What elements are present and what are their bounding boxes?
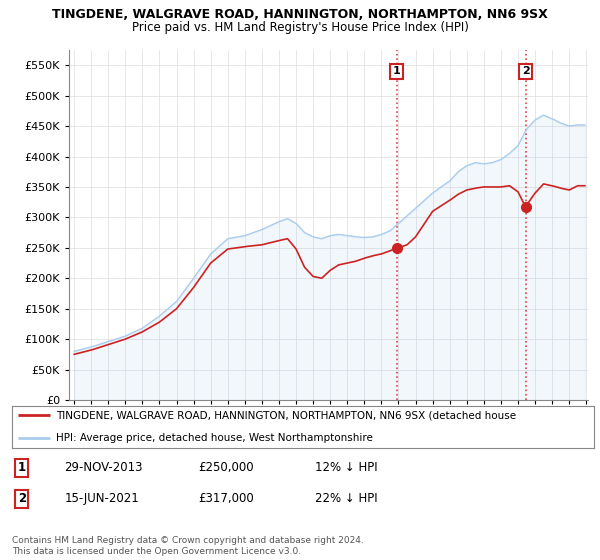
Text: TINGDENE, WALGRAVE ROAD, HANNINGTON, NORTHAMPTON, NN6 9SX (detached house: TINGDENE, WALGRAVE ROAD, HANNINGTON, NOR… xyxy=(56,410,516,420)
Text: Contains HM Land Registry data © Crown copyright and database right 2024.
This d: Contains HM Land Registry data © Crown c… xyxy=(12,536,364,556)
Text: 15-JUN-2021: 15-JUN-2021 xyxy=(64,492,139,505)
Text: 22% ↓ HPI: 22% ↓ HPI xyxy=(314,492,377,505)
Text: 12% ↓ HPI: 12% ↓ HPI xyxy=(314,461,377,474)
Text: 29-NOV-2013: 29-NOV-2013 xyxy=(64,461,143,474)
Text: HPI: Average price, detached house, West Northamptonshire: HPI: Average price, detached house, West… xyxy=(56,433,373,443)
Text: 1: 1 xyxy=(393,66,401,76)
Text: 2: 2 xyxy=(522,66,530,76)
Text: Price paid vs. HM Land Registry's House Price Index (HPI): Price paid vs. HM Land Registry's House … xyxy=(131,21,469,34)
Text: TINGDENE, WALGRAVE ROAD, HANNINGTON, NORTHAMPTON, NN6 9SX: TINGDENE, WALGRAVE ROAD, HANNINGTON, NOR… xyxy=(52,8,548,21)
Text: £250,000: £250,000 xyxy=(198,461,254,474)
Text: £317,000: £317,000 xyxy=(198,492,254,505)
Text: 1: 1 xyxy=(18,461,26,474)
Text: 2: 2 xyxy=(18,492,26,505)
